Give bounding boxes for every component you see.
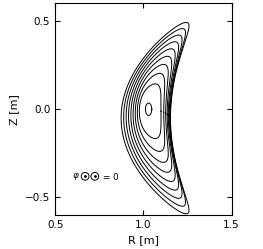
Text: $=0$: $=0$: [101, 171, 119, 182]
X-axis label: R [m]: R [m]: [128, 236, 159, 246]
Y-axis label: Z [m]: Z [m]: [9, 94, 19, 125]
Text: $\varphi$: $\varphi$: [72, 171, 80, 182]
